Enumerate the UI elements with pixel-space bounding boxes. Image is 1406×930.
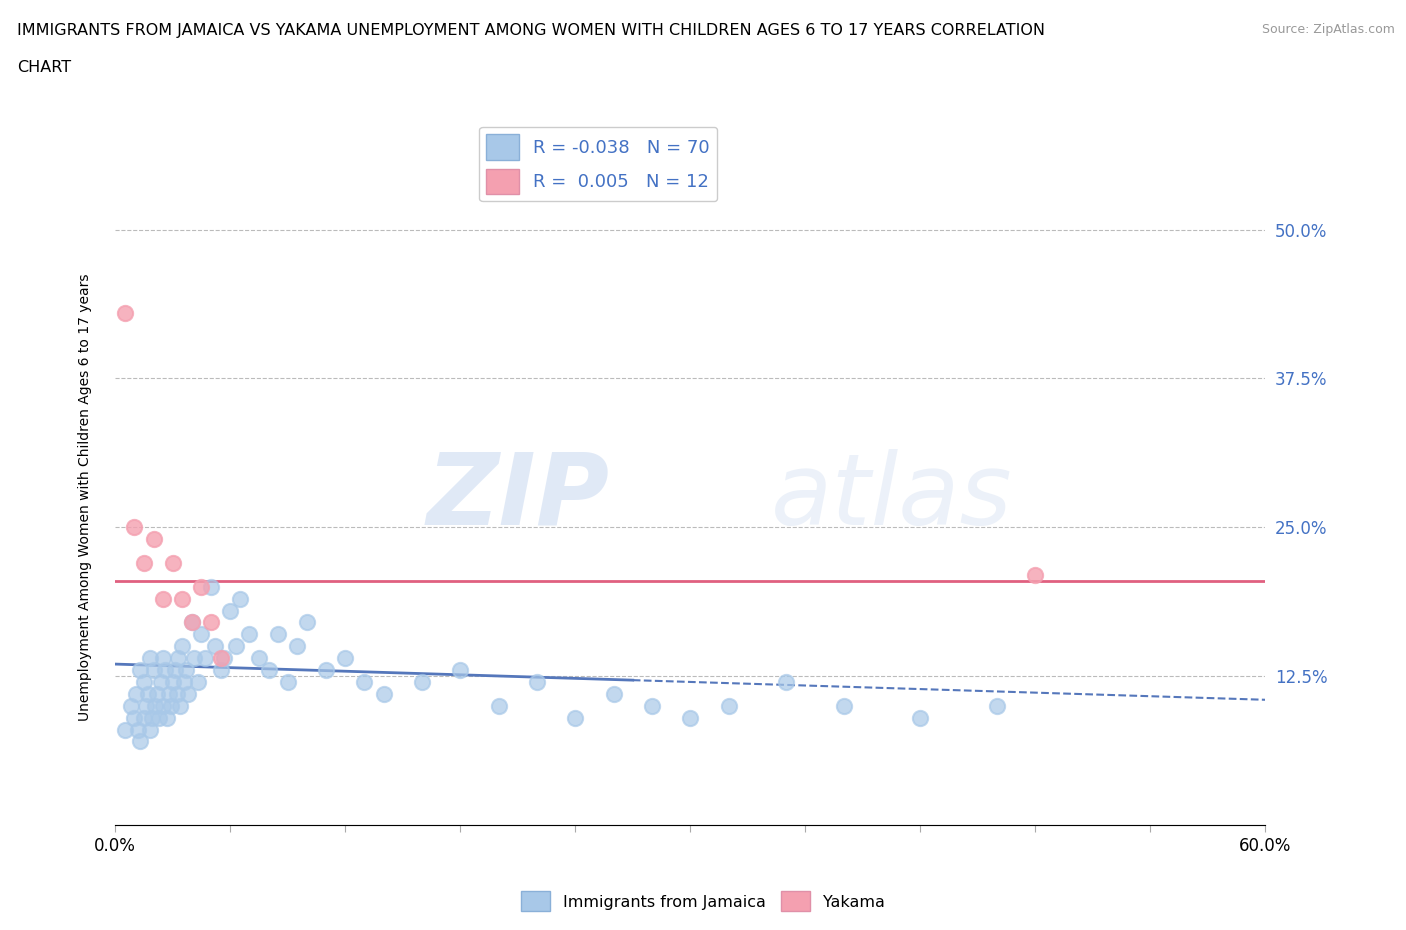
Point bbox=[986, 698, 1008, 713]
Point bbox=[172, 639, 194, 654]
Text: Source: ZipAtlas.com: Source: ZipAtlas.com bbox=[1261, 23, 1395, 36]
Point bbox=[142, 662, 165, 677]
Point bbox=[114, 306, 136, 321]
Point bbox=[162, 555, 184, 570]
Point bbox=[177, 686, 200, 701]
Point bbox=[335, 651, 357, 666]
Point bbox=[183, 651, 205, 666]
Point bbox=[163, 662, 186, 677]
Point bbox=[174, 662, 197, 677]
Y-axis label: Unemployment Among Women with Children Ages 6 to 17 years: Unemployment Among Women with Children A… bbox=[79, 273, 93, 722]
Point bbox=[194, 651, 217, 666]
Point bbox=[209, 662, 232, 677]
Point bbox=[775, 674, 797, 689]
Point bbox=[173, 674, 195, 689]
Point bbox=[152, 698, 174, 713]
Point bbox=[641, 698, 664, 713]
Point bbox=[129, 734, 152, 749]
Point bbox=[238, 627, 260, 642]
Point bbox=[120, 698, 142, 713]
Point bbox=[832, 698, 855, 713]
Point bbox=[125, 686, 148, 701]
Point bbox=[152, 591, 174, 606]
Point bbox=[159, 698, 181, 713]
Point bbox=[132, 555, 155, 570]
Point bbox=[717, 698, 740, 713]
Point bbox=[204, 639, 226, 654]
Point bbox=[910, 711, 932, 725]
Point bbox=[564, 711, 586, 725]
Point bbox=[146, 686, 169, 701]
Point bbox=[200, 579, 222, 594]
Point bbox=[156, 711, 179, 725]
Point bbox=[138, 651, 160, 666]
Point bbox=[180, 615, 202, 630]
Point bbox=[257, 662, 280, 677]
Point bbox=[214, 651, 236, 666]
Point bbox=[157, 686, 180, 701]
Text: ZIP: ZIP bbox=[427, 449, 610, 546]
Point bbox=[127, 722, 149, 737]
Point bbox=[190, 627, 212, 642]
Point bbox=[114, 722, 136, 737]
Point bbox=[353, 674, 375, 689]
Point bbox=[247, 651, 270, 666]
Point bbox=[142, 532, 165, 547]
Point bbox=[167, 651, 190, 666]
Point bbox=[219, 603, 242, 618]
Point bbox=[150, 674, 173, 689]
Point bbox=[267, 627, 290, 642]
Point bbox=[132, 674, 155, 689]
Point bbox=[449, 662, 471, 677]
Point bbox=[169, 698, 191, 713]
Point bbox=[153, 662, 176, 677]
Point bbox=[373, 686, 395, 701]
Point bbox=[152, 651, 174, 666]
Point bbox=[190, 579, 212, 594]
Point bbox=[187, 674, 209, 689]
Point bbox=[315, 662, 337, 677]
Point bbox=[295, 615, 318, 630]
Point bbox=[124, 711, 146, 725]
Point bbox=[225, 639, 247, 654]
Legend: R = -0.038   N = 70, R =  0.005   N = 12: R = -0.038 N = 70, R = 0.005 N = 12 bbox=[479, 126, 717, 202]
Point bbox=[285, 639, 308, 654]
Point bbox=[138, 722, 160, 737]
Point bbox=[132, 711, 155, 725]
Point bbox=[180, 615, 202, 630]
Point bbox=[166, 686, 188, 701]
Legend: Immigrants from Jamaica, Yakama: Immigrants from Jamaica, Yakama bbox=[515, 885, 891, 917]
Point bbox=[145, 698, 167, 713]
Point bbox=[526, 674, 548, 689]
Point bbox=[136, 686, 159, 701]
Point bbox=[148, 711, 170, 725]
Point bbox=[124, 520, 146, 535]
Text: atlas: atlas bbox=[770, 449, 1012, 546]
Point bbox=[209, 651, 232, 666]
Point bbox=[1024, 567, 1046, 582]
Point bbox=[162, 674, 184, 689]
Point bbox=[679, 711, 702, 725]
Point bbox=[172, 591, 194, 606]
Point bbox=[129, 662, 152, 677]
Point bbox=[488, 698, 510, 713]
Point bbox=[277, 674, 299, 689]
Point bbox=[229, 591, 252, 606]
Point bbox=[200, 615, 222, 630]
Point bbox=[602, 686, 624, 701]
Point bbox=[411, 674, 433, 689]
Point bbox=[135, 698, 157, 713]
Text: CHART: CHART bbox=[17, 60, 70, 75]
Text: IMMIGRANTS FROM JAMAICA VS YAKAMA UNEMPLOYMENT AMONG WOMEN WITH CHILDREN AGES 6 : IMMIGRANTS FROM JAMAICA VS YAKAMA UNEMPL… bbox=[17, 23, 1045, 38]
Point bbox=[141, 711, 163, 725]
